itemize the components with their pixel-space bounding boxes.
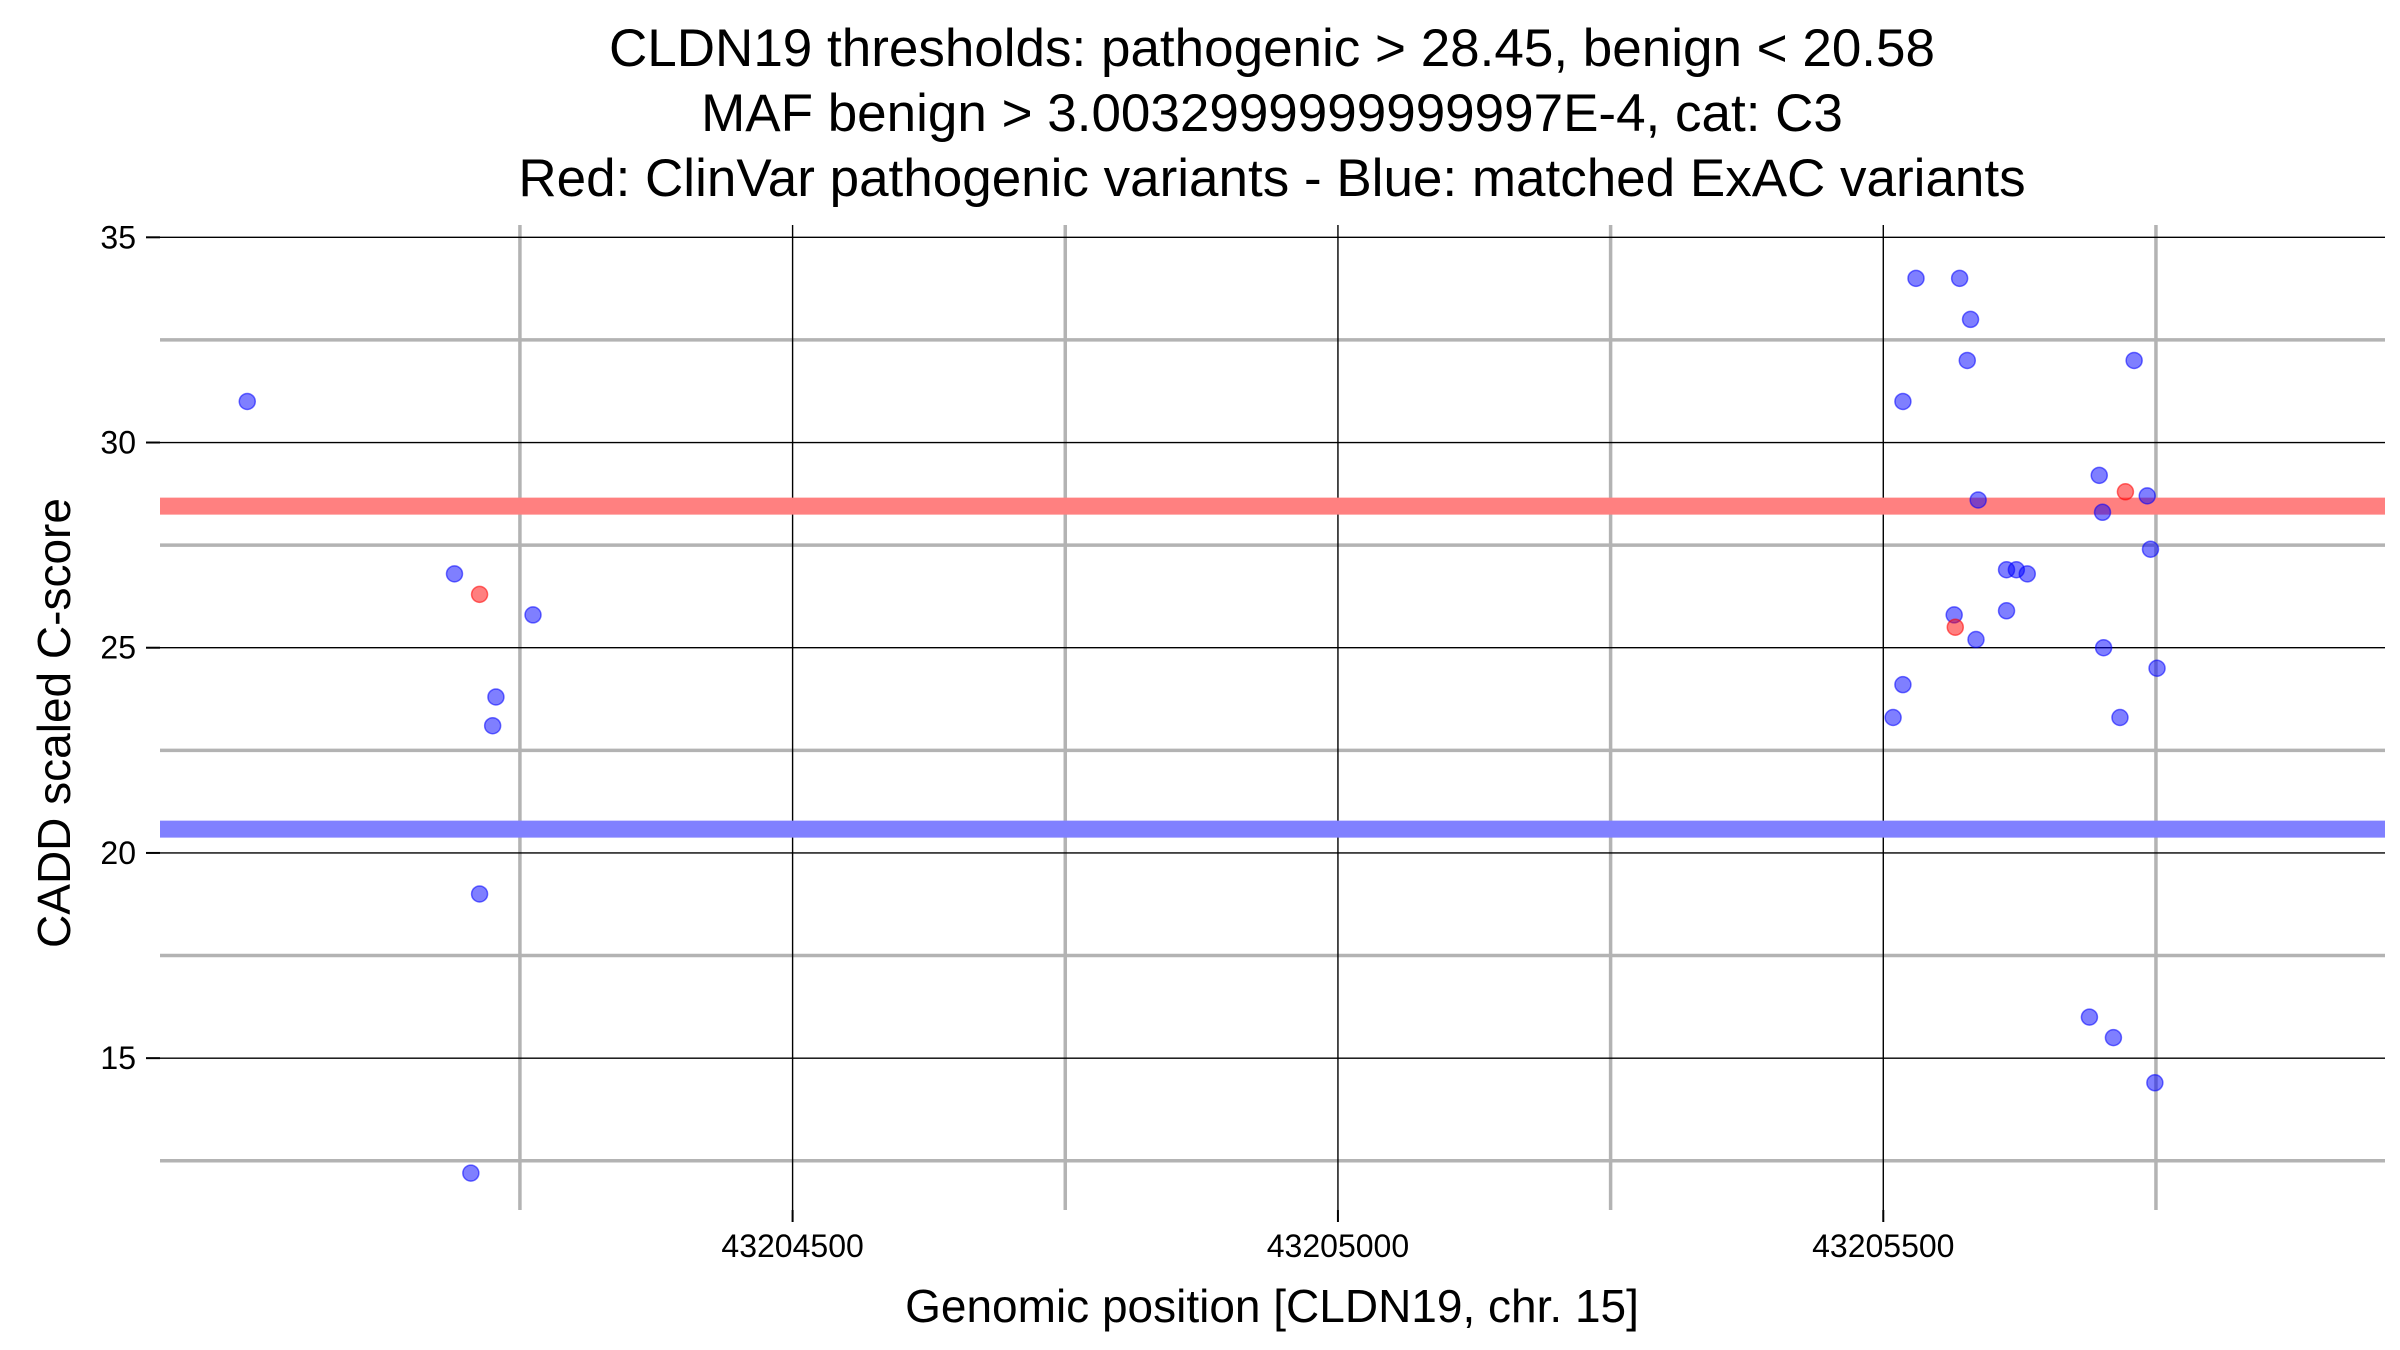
exac-variant-point	[1969, 491, 1987, 509]
title-line-2: MAF benign > 3.0032999999999997E-4, cat:…	[701, 84, 1843, 143]
clinvar-pathogenic-point	[2116, 483, 2135, 501]
exac-variant-point	[462, 1164, 480, 1182]
y-tick-label: 15	[100, 1040, 136, 1076]
exac-variant-point	[487, 688, 505, 706]
x-tick-label: 43204500	[721, 1228, 863, 1264]
y-tick-label: 20	[100, 835, 136, 871]
exac-variant-point	[1958, 351, 1977, 370]
exac-variant-point	[524, 606, 542, 624]
x-axis-title: Genomic position [CLDN19, chr. 15]	[905, 1280, 1639, 1332]
exac-variant-point	[1950, 269, 1969, 288]
exac-variant-point	[2148, 659, 2166, 677]
exac-variant-point	[2141, 540, 2160, 558]
exac-variant-point	[2138, 487, 2156, 505]
title-line-1: CLDN19 thresholds: pathogenic > 28.45, b…	[609, 19, 1935, 78]
axis-ticks: 15 20 25 30 35 43204500 43205000 43205500	[100, 219, 1954, 1264]
y-tick-label: 35	[100, 219, 136, 255]
exac-variant-point	[470, 885, 489, 903]
chart-title: CLDN19 thresholds: pathogenic > 28.45, b…	[518, 19, 2025, 208]
exac-variant-point	[2094, 638, 2113, 657]
exac-variant-point	[445, 565, 464, 583]
y-tick-label: 30	[100, 425, 136, 461]
exac-variant-point	[2080, 1008, 2099, 1026]
x-tick-label: 43205000	[1267, 1228, 1409, 1264]
exac-variant-point	[1961, 310, 1980, 329]
exac-variant-point	[2018, 565, 2037, 583]
grid	[160, 225, 2385, 1210]
exac-variant-point	[2125, 351, 2143, 370]
exac-variant-point	[2090, 466, 2108, 485]
exac-variant-point	[1907, 269, 1925, 288]
exac-variant-point	[2104, 1028, 2123, 1047]
threshold-lines	[160, 497, 2385, 838]
y-axis-title: CADD scaled C-score	[28, 498, 80, 948]
exac-variant-point	[1967, 630, 1985, 649]
exac-variant-point	[238, 392, 257, 411]
exac-variant-point	[1884, 708, 1902, 727]
x-tick-label: 43205500	[1812, 1228, 1954, 1264]
exac-variant-point	[2093, 503, 2112, 522]
exac-variant-point	[1997, 602, 2016, 620]
clinvar-pathogenic-point	[470, 585, 489, 604]
clinvar-pathogenic-point	[1946, 618, 1965, 636]
exac-variant-point	[1894, 675, 1912, 694]
exac-variant-point	[2111, 708, 2129, 727]
title-line-3: Red: ClinVar pathogenic variants - Blue:…	[518, 149, 2025, 208]
exac-variant-point	[2146, 1074, 2164, 1092]
data-points	[238, 269, 2166, 1182]
y-tick-label: 25	[100, 630, 136, 666]
exac-variant-point	[1894, 392, 1912, 411]
exac-variant-point	[483, 716, 502, 735]
